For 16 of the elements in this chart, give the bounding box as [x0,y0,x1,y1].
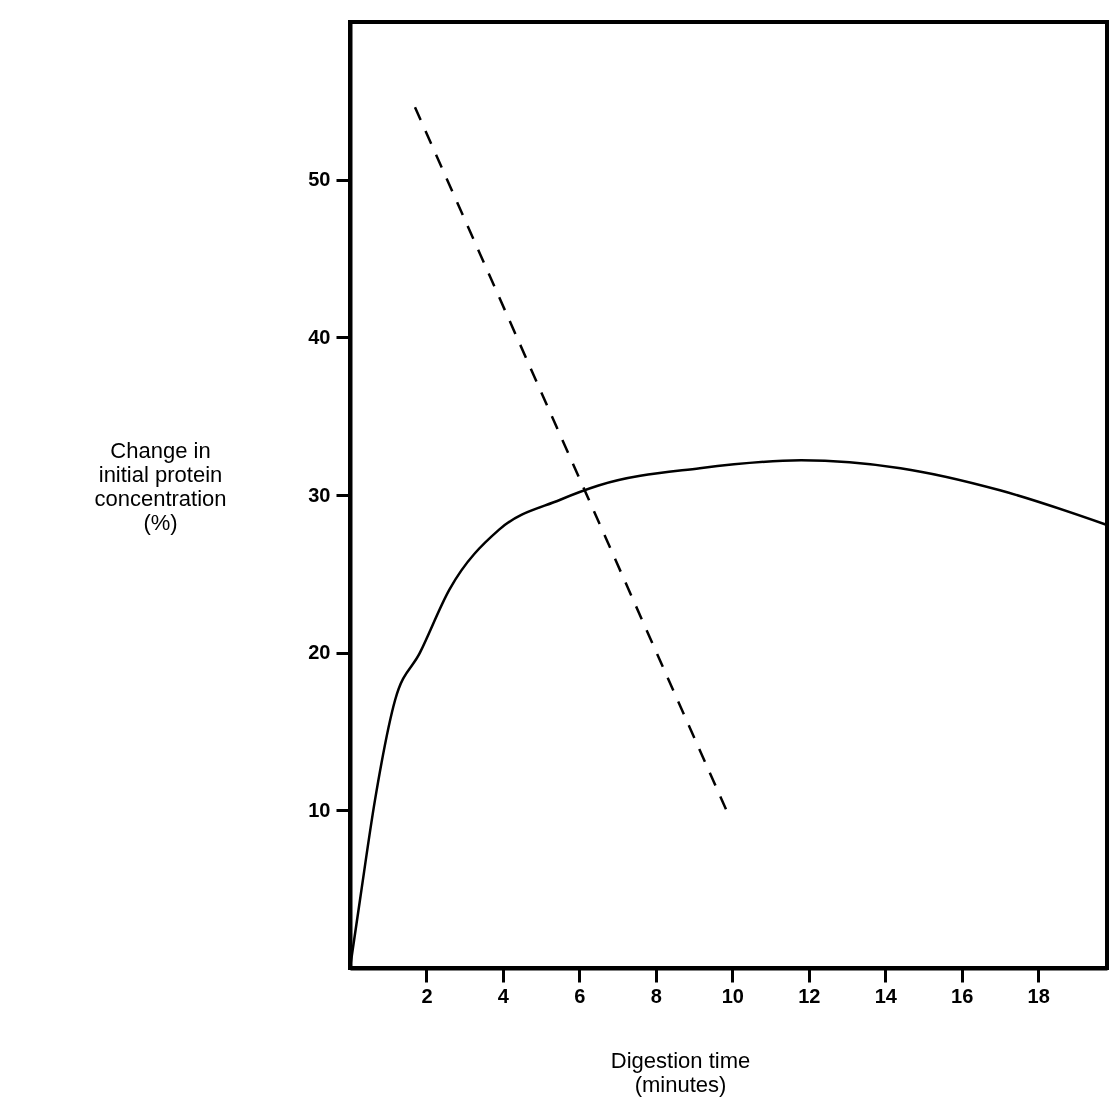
x-tick-label: 4 [497,984,510,1007]
x-tick-label: 16 [951,984,974,1007]
x-tick-label: 6 [574,984,586,1007]
x-tick-label: 2 [421,984,433,1007]
y-axis-title: Change in initial protein concentration (%) [94,437,227,535]
y-tick-label: 10 [308,798,331,821]
x-tick-label: 8 [650,984,662,1007]
x-tick-label: 14 [874,984,898,1007]
y-tick-label: 30 [308,483,331,506]
x-axis-title: Digestion time (minutes) [610,1047,751,1097]
x-tick-label: 12 [798,984,821,1007]
x-tick-label: 10 [721,984,744,1007]
x-tick-label: 18 [1027,984,1050,1007]
y-tick-label: 40 [308,325,331,348]
y-tick-label: 50 [308,168,331,191]
y-tick-label: 20 [308,641,331,664]
